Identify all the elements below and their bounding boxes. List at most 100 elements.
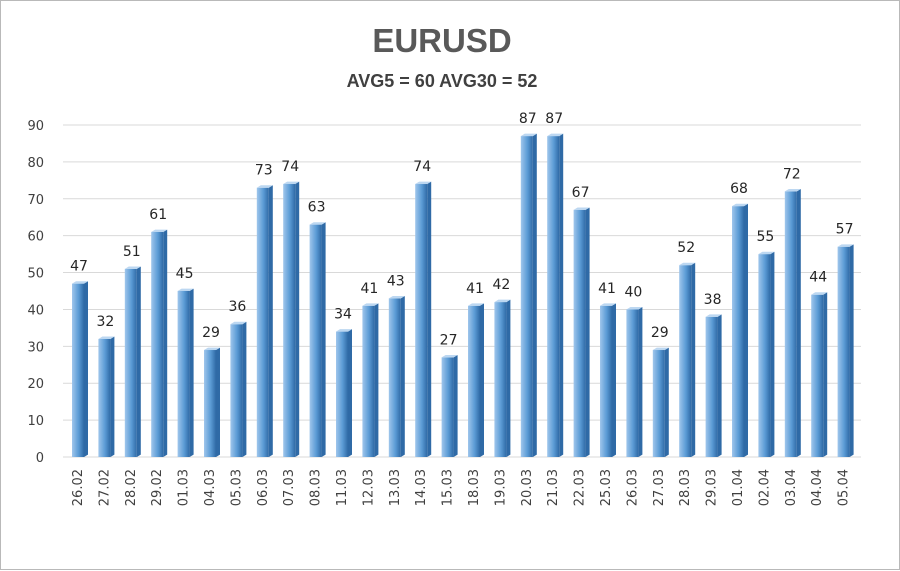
x-tick-label: 02.04 — [757, 469, 772, 506]
y-tick-label: 0 — [36, 451, 44, 466]
bar-top — [626, 307, 643, 310]
bar — [494, 299, 511, 457]
bar-side — [189, 288, 194, 457]
bar-side — [849, 244, 854, 457]
y-tick-label: 80 — [27, 156, 44, 171]
data-label: 74 — [281, 159, 299, 175]
data-label: 51 — [123, 244, 141, 260]
data-label: 52 — [677, 240, 695, 256]
bar-top — [283, 181, 300, 185]
data-label: 41 — [598, 281, 616, 297]
bar — [204, 347, 220, 457]
y-tick-label: 10 — [27, 414, 44, 429]
x-tick-label: 18.03 — [467, 469, 482, 506]
data-label: 68 — [730, 181, 748, 197]
bar — [837, 244, 854, 457]
y-tick-label: 60 — [27, 230, 44, 245]
bar-side — [110, 336, 115, 457]
bar — [547, 133, 564, 458]
bar — [573, 207, 590, 457]
y-tick-label: 70 — [27, 193, 44, 208]
bar-front — [784, 191, 797, 457]
x-tick-label: 13.03 — [388, 469, 403, 506]
bar-side — [506, 299, 511, 457]
bar-front — [600, 305, 612, 457]
bar — [520, 133, 537, 458]
data-label: 72 — [783, 166, 801, 182]
bar-top — [72, 281, 88, 284]
bar-side — [717, 314, 722, 457]
bar-front — [494, 302, 507, 457]
bar-front — [626, 309, 639, 457]
bar — [72, 281, 88, 457]
bar-top — [679, 262, 696, 266]
data-label: 34 — [334, 307, 352, 323]
x-tick-label: 11.03 — [335, 469, 350, 506]
bar — [758, 251, 775, 457]
data-label: 38 — [704, 292, 722, 308]
bar-side — [427, 181, 432, 457]
bar-top — [441, 355, 458, 358]
bar-side — [664, 347, 669, 457]
bar-side — [84, 281, 88, 457]
bar-top — [388, 295, 405, 299]
bar-top — [98, 336, 115, 339]
data-label: 29 — [651, 325, 669, 341]
bar — [679, 262, 696, 457]
x-tick-label: 03.04 — [784, 469, 799, 506]
x-tick-label: 01.04 — [731, 469, 746, 506]
bar-front — [388, 298, 401, 457]
bar-top — [547, 133, 564, 137]
bar-front — [758, 254, 771, 457]
bar — [98, 336, 115, 457]
x-tick-label: 19.03 — [493, 469, 508, 506]
bar-front — [98, 338, 111, 457]
data-label: 29 — [202, 325, 220, 341]
bar-front — [204, 350, 216, 457]
bar — [256, 185, 273, 458]
bar-side — [612, 303, 616, 457]
bar — [468, 303, 484, 457]
bar-side — [216, 347, 220, 457]
x-tick-label: 14.03 — [414, 469, 429, 506]
bar-top — [415, 181, 432, 185]
bar-front — [732, 206, 744, 457]
data-label: 73 — [255, 163, 273, 179]
data-label: 36 — [228, 299, 246, 315]
bar-top — [811, 292, 828, 295]
data-label: 63 — [308, 200, 326, 216]
data-label: 61 — [149, 207, 167, 223]
bar-side — [242, 321, 247, 457]
bar-top — [204, 347, 220, 351]
bar — [362, 303, 379, 457]
bar-top — [362, 303, 379, 306]
bar — [151, 229, 168, 457]
bar — [732, 203, 748, 457]
x-tick-label: 05.04 — [837, 469, 852, 506]
data-label: 87 — [519, 111, 537, 127]
bar-top — [177, 288, 194, 291]
data-label: 42 — [492, 277, 510, 293]
x-tick-label: 15.03 — [441, 469, 456, 506]
bar — [388, 295, 405, 457]
chart-title: EURUSD — [372, 22, 511, 59]
bar-front — [468, 305, 480, 457]
x-tick-label: 08.03 — [309, 469, 324, 506]
bar-top — [758, 251, 775, 255]
bar — [415, 181, 432, 457]
bar-side — [480, 303, 484, 457]
bar-side — [532, 133, 537, 457]
bar-front — [256, 187, 269, 457]
bar-top — [230, 321, 247, 325]
bar-top — [520, 133, 537, 137]
bar — [652, 347, 669, 457]
data-label: 41 — [360, 281, 378, 297]
bar-front — [652, 350, 665, 457]
bar-side — [638, 307, 643, 457]
bar-front — [72, 283, 84, 457]
bar-side — [453, 355, 458, 457]
y-tick-label: 20 — [27, 377, 44, 392]
bar — [309, 222, 326, 457]
